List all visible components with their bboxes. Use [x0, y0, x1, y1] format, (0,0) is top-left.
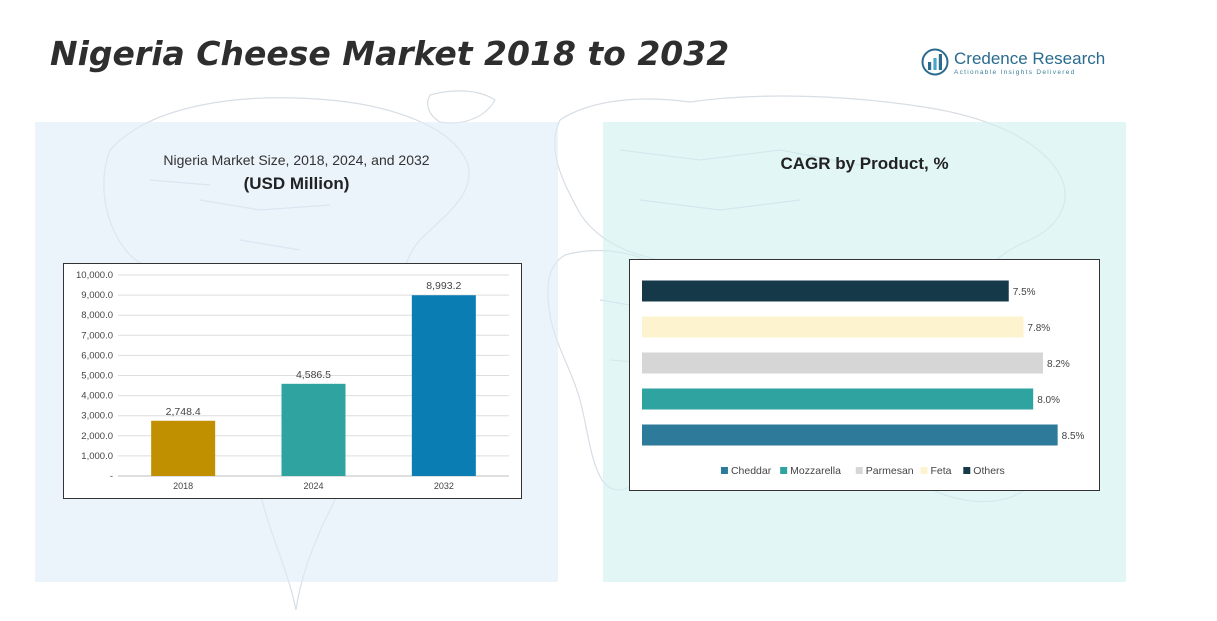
cagr-title: CAGR by Product, %: [780, 154, 949, 173]
legend-label: Mozzarella: [790, 465, 841, 477]
legend-label: Feta: [930, 465, 951, 477]
legend-item-others: Others: [963, 465, 1005, 477]
hbar-parmesan: [642, 352, 1043, 374]
legend-label: Parmesan: [866, 465, 914, 477]
legend-swatch: [855, 467, 863, 474]
market-size-panel: Nigeria Market Size, 2018, 2024, and 203…: [35, 122, 558, 582]
hbar-others: [642, 280, 1009, 302]
y-tick-label: 2,000.0: [81, 431, 113, 442]
logo-chart-icon: [921, 48, 949, 76]
y-tick-label: 7,000.0: [81, 330, 113, 341]
legend-item-feta: Feta: [920, 465, 952, 477]
hbar-value-label: 8.5%: [1062, 431, 1085, 442]
market-size-chart-frame: - 1,000.0 2,000.0 3,000.0 4,000.0 5,000.0 6,00…: [63, 263, 522, 499]
x-tick-label: 2032: [434, 481, 454, 491]
bar-value-label: 8,993.2: [426, 280, 461, 292]
hbar-value-label: 8.2%: [1047, 359, 1070, 370]
legend-swatch: [780, 467, 788, 474]
cagr-chart-frame: 8.5% 8.0% 8.2% 7.8% 7.5% Cheddar Mozzarella Par…: [629, 259, 1100, 491]
hbar-cheddar: [642, 424, 1058, 446]
y-tick-label: 10,000.0: [76, 270, 113, 281]
y-tick-label: 6,000.0: [81, 350, 113, 361]
y-tick-label: 8,000.0: [81, 310, 113, 321]
legend-label: Cheddar: [731, 465, 772, 477]
market-size-unit: (USD Million): [243, 174, 350, 193]
bar-2018: [151, 420, 216, 476]
bar-value-label: 4,586.5: [296, 369, 331, 381]
page-title: Nigeria Cheese Market 2018 to 2032: [50, 34, 730, 73]
hbar-feta: [642, 316, 1024, 338]
bar-2024: [281, 383, 346, 476]
legend-item-mozzarella: Mozzarella: [780, 465, 841, 477]
legend-item-parmesan: Parmesan: [855, 465, 914, 477]
logo-tagline: Actionable Insights Delivered: [954, 69, 1076, 76]
legend-swatch: [963, 467, 971, 474]
y-tick-label: 9,000.0: [81, 290, 113, 301]
cagr-bar-chart: 8.5% 8.0% 8.2% 7.8% 7.5% Cheddar Mozzarella Par…: [642, 280, 1085, 477]
legend-swatch: [920, 467, 928, 474]
legend-label: Others: [973, 465, 1005, 477]
hbar-value-label: 7.5%: [1013, 287, 1036, 298]
market-size-bar-chart: - 1,000.0 2,000.0 3,000.0 4,000.0 5,000.0 6,00…: [76, 270, 509, 491]
y-tick-label: 4,000.0: [81, 391, 113, 402]
logo-name: Credence Research: [954, 49, 1106, 68]
market-size-title: Nigeria Market Size, 2018, 2024, and 203…: [163, 152, 430, 168]
legend-swatch: [720, 467, 728, 474]
hbar-value-label: 7.8%: [1027, 323, 1050, 334]
hbar-value-label: 8.0%: [1037, 395, 1060, 406]
y-tick-label: -: [110, 471, 113, 482]
bar-2032: [411, 295, 476, 476]
legend-item-cheddar: Cheddar: [720, 465, 772, 477]
cagr-panel: CAGR by Product, % 8.5% 8.0% 8.2% 7.8% 7.5% C…: [603, 122, 1126, 582]
credence-research-logo: Credence Research Actionable Insights De…: [921, 48, 1111, 80]
x-tick-label: 2024: [303, 481, 323, 491]
x-tick-label: 2018: [173, 481, 193, 491]
hbar-mozzarella: [642, 388, 1034, 410]
bar-value-label: 2,748.4: [166, 406, 201, 418]
y-tick-label: 1,000.0: [81, 451, 113, 462]
y-tick-label: 3,000.0: [81, 411, 113, 422]
y-tick-label: 5,000.0: [81, 371, 113, 382]
